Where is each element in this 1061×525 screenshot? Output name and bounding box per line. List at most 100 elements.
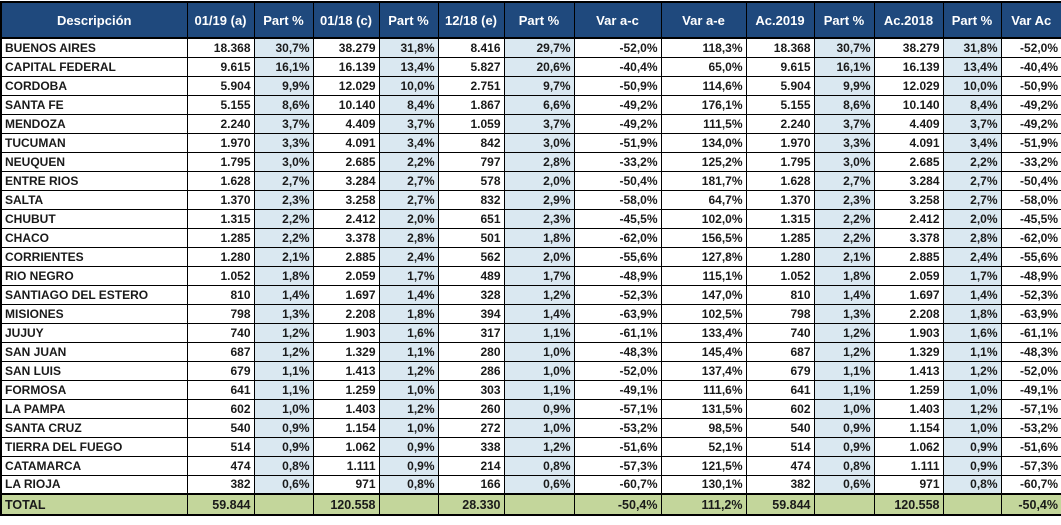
table-cell: 2.240: [745, 113, 815, 134]
table-cell: 1,7%: [942, 265, 1002, 286]
table-cell: 474: [745, 455, 815, 476]
table-cell: -60,7%: [1000, 474, 1061, 495]
row-label: SAN LUIS: [0, 360, 188, 381]
table-cell: -61,1%: [1000, 322, 1061, 343]
table-cell: 2,1%: [813, 246, 875, 267]
column-header-01-18-c: 01/18 (c): [312, 1, 380, 39]
table-cell: 1.867: [437, 94, 505, 115]
table-cell: 115,1%: [660, 265, 747, 286]
table-cell: 562: [437, 246, 505, 267]
total-cell: [942, 493, 1002, 516]
table-cell: 317: [437, 322, 505, 343]
table-cell: 2.059: [312, 265, 380, 286]
table-cell: 1,0%: [378, 379, 439, 400]
table-cell: 1.697: [873, 284, 944, 305]
table-cell: 13,4%: [942, 56, 1002, 77]
table-cell: 1,8%: [942, 303, 1002, 324]
table-cell: 1.154: [873, 417, 944, 438]
table-cell: 0,8%: [942, 474, 1002, 495]
table-cell: -40,4%: [1000, 56, 1061, 77]
table-cell: 8,4%: [942, 94, 1002, 115]
table-row: FORMOSA 641 1,1% 1.259 1,0% 303 1,1% -49,1% 111,…: [0, 379, 1061, 400]
table-cell: 1,8%: [503, 227, 575, 248]
table-cell: 382: [745, 474, 815, 495]
table-cell: 514: [745, 436, 815, 457]
table-cell: 338: [437, 436, 505, 457]
table-cell: 1.059: [437, 113, 505, 134]
table-cell: 8,4%: [378, 94, 439, 115]
row-label: SANTA FE: [0, 94, 188, 115]
table-cell: 4.409: [312, 113, 380, 134]
table-cell: 1.795: [745, 151, 815, 172]
table-cell: 832: [437, 189, 505, 210]
table-cell: 272: [437, 417, 505, 438]
table-cell: -33,2%: [1000, 151, 1061, 172]
table-cell: 3,0%: [253, 151, 314, 172]
table-cell: 1.052: [745, 265, 815, 286]
table-cell: -50,9%: [1000, 75, 1061, 96]
table-cell: 501: [437, 227, 505, 248]
table-cell: 29,7%: [503, 37, 575, 58]
table-cell: 2,8%: [378, 227, 439, 248]
table-cell: 111,5%: [660, 113, 747, 134]
table-row: SAN JUAN 687 1,2% 1.329 1,1% 280 1,0% -48,3% 145…: [0, 341, 1061, 362]
table-cell: 1.285: [745, 227, 815, 248]
table-cell: 602: [745, 398, 815, 419]
table-cell: 147,0%: [660, 284, 747, 305]
table-cell: 1,4%: [378, 284, 439, 305]
table-cell: 3,0%: [813, 151, 875, 172]
table-cell: 16,1%: [813, 56, 875, 77]
table-cell: 1.413: [873, 360, 944, 381]
table-cell: 3.284: [312, 170, 380, 191]
table-cell: 260: [437, 398, 505, 419]
table-row: CAPITAL FEDERAL 9.615 16,1% 16.139 13,4% 5.82…: [0, 56, 1061, 77]
table-cell: -62,0%: [573, 227, 662, 248]
table-cell: 0,9%: [942, 455, 1002, 476]
table-cell: 797: [437, 151, 505, 172]
column-header-part: Part %: [503, 1, 575, 39]
table-cell: 12.029: [312, 75, 380, 96]
column-header-ac-2018: Ac.2018: [873, 1, 944, 39]
table-cell: -51,9%: [1000, 132, 1061, 153]
table-cell: 1,6%: [942, 322, 1002, 343]
table-row: SAN LUIS 679 1,1% 1.413 1,2% 286 1,0% -52,0% 137…: [0, 360, 1061, 381]
table-cell: 1.970: [745, 132, 815, 153]
table-cell: -55,6%: [1000, 246, 1061, 267]
table-cell: 5.904: [745, 75, 815, 96]
table-cell: 166: [437, 474, 505, 495]
table-cell: 2,2%: [942, 151, 1002, 172]
total-cell: 28.330: [437, 493, 505, 516]
table-cell: 3.378: [312, 227, 380, 248]
table-cell: 3,7%: [503, 113, 575, 134]
table-cell: -58,0%: [573, 189, 662, 210]
table-row: RIO NEGRO 1.052 1,8% 2.059 1,7% 489 1,7% -48,9%…: [0, 265, 1061, 286]
table-cell: 1,1%: [503, 322, 575, 343]
table-cell: 1,4%: [253, 284, 314, 305]
table-cell: 181,7%: [660, 170, 747, 191]
table-cell: 214: [437, 455, 505, 476]
table-cell: 52,1%: [660, 436, 747, 457]
table-cell: 1.795: [186, 151, 255, 172]
table-cell: 1,0%: [813, 398, 875, 419]
table-cell: 0,9%: [378, 436, 439, 457]
table-cell: -33,2%: [573, 151, 662, 172]
table-cell: 2,2%: [253, 208, 314, 229]
total-cell: 111,2%: [660, 493, 747, 516]
table-cell: 0,8%: [378, 474, 439, 495]
table-cell: 176,1%: [660, 94, 747, 115]
table-cell: 2.412: [873, 208, 944, 229]
table-cell: 137,4%: [660, 360, 747, 381]
table-cell: 1.259: [312, 379, 380, 400]
table-row: TUCUMAN 1.970 3,3% 4.091 3,4% 842 3,0% -51,9% 13…: [0, 132, 1061, 153]
row-label: TUCUMAN: [0, 132, 188, 153]
row-label: SANTIAGO DEL ESTERO: [0, 284, 188, 305]
table-cell: 1,0%: [503, 341, 575, 362]
table-cell: 134,0%: [660, 132, 747, 153]
table-cell: 1,1%: [253, 379, 314, 400]
table-cell: -48,9%: [573, 265, 662, 286]
table-cell: 286: [437, 360, 505, 381]
table-row: SANTA FE 5.155 8,6% 10.140 8,4% 1.867 6,6% -49,…: [0, 94, 1061, 115]
table-cell: 1.370: [745, 189, 815, 210]
table-cell: 641: [186, 379, 255, 400]
table-cell: 30,7%: [813, 37, 875, 58]
